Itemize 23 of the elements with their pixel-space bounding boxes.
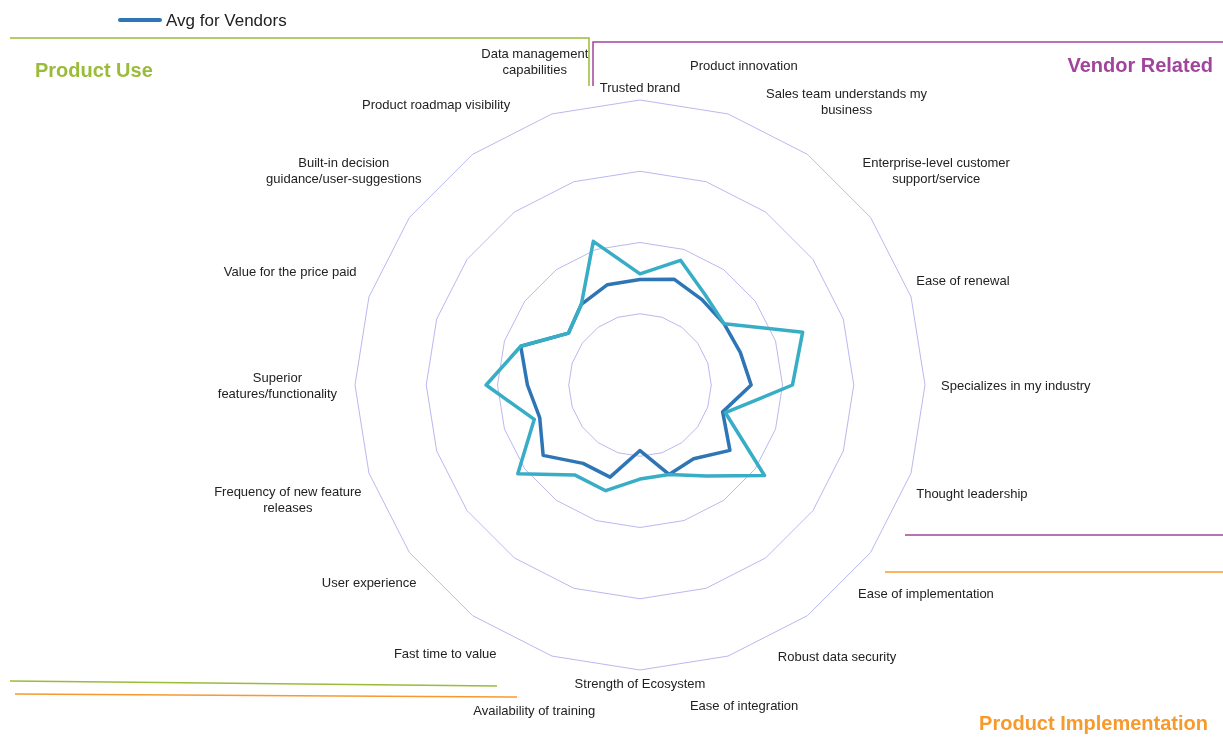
spoke-label: Ease of integration <box>689 698 799 714</box>
text: Product Implementation <box>979 712 1208 734</box>
text: Product Use <box>35 59 153 81</box>
spoke-label: Sales team understands my business <box>766 85 928 117</box>
legend-label: Avg for Vendors <box>166 11 287 30</box>
spoke-label: Frequency of new feature releases <box>214 484 362 516</box>
spoke-label: Trusted brand <box>599 80 681 95</box>
spoke-label: Enterprise-level customer support/service <box>862 154 1011 186</box>
spoke-label: Fast time to value <box>393 646 497 662</box>
spoke-label: Product roadmap visibility <box>362 97 511 113</box>
spoke-label: Availability of training <box>473 703 596 719</box>
spoke-label: Thought leadership <box>916 485 1028 501</box>
spoke-label: Superior features/functionality <box>217 370 338 401</box>
spoke-label: Robust data security <box>777 649 897 665</box>
spoke-label: Value for the price paid <box>223 264 357 280</box>
spoke-label: User experience <box>321 574 417 590</box>
spoke-label: Specializes in my industry <box>941 378 1092 393</box>
text: Vendor Related <box>1067 54 1213 76</box>
spoke-label: Built-in decision guidance/user-suggestions <box>266 154 422 186</box>
spoke-label: Ease of renewal <box>916 273 1010 289</box>
spoke-label: Product innovation <box>689 58 798 74</box>
spoke-label: Strength of Ecosystem <box>574 676 706 691</box>
spoke-label: Ease of implementation <box>858 585 994 601</box>
